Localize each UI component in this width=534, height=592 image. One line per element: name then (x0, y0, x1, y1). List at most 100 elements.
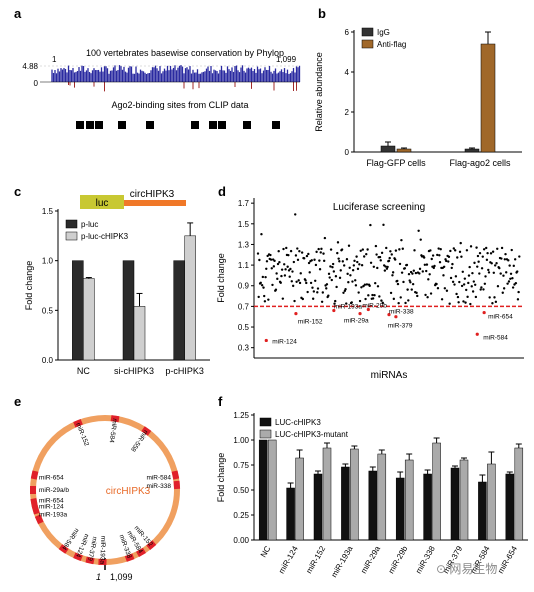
scatter-point (363, 283, 367, 286)
bar (72, 260, 84, 361)
binding-site-mark (30, 470, 39, 480)
scatter-point (390, 253, 393, 256)
scatter-point (319, 251, 322, 254)
binding-site-mark (58, 544, 69, 554)
bar (396, 148, 412, 153)
scatter-point (378, 255, 382, 259)
scatter-point (488, 296, 491, 299)
x-tick-label: Flag-GFP cells (366, 158, 426, 168)
scatter-point (270, 267, 273, 270)
scatter-point (338, 276, 342, 280)
scatter-point (414, 271, 418, 275)
scatter-point (467, 274, 471, 277)
scatter-point (347, 244, 351, 247)
scatter-point (452, 247, 456, 250)
highlighted-point-label: miR-584 (483, 334, 508, 341)
scatter-point (496, 284, 500, 288)
scatter-point (490, 262, 493, 265)
scatter-point (505, 271, 508, 274)
bar (395, 477, 405, 541)
scatter-point (296, 258, 300, 262)
scatter-point (453, 283, 456, 286)
highlighted-point (475, 332, 479, 336)
legend-swatch (65, 219, 78, 229)
bar (341, 466, 350, 541)
scatter-point (257, 295, 260, 299)
scatter-point (428, 273, 431, 276)
legend-label: p-luc (81, 220, 98, 229)
scatter-point (425, 263, 429, 266)
scatter-point (427, 278, 430, 281)
highlighted-point (387, 313, 391, 317)
scatter-point (415, 291, 418, 295)
binding-site-label: miR-193a (98, 536, 106, 565)
bar (368, 470, 378, 541)
bar (480, 43, 496, 153)
scatter-point (316, 287, 320, 290)
scatter-point (487, 271, 491, 274)
x-tick-label: NC (77, 366, 90, 376)
scatter-point (438, 254, 441, 257)
scatter-point (400, 271, 404, 274)
highlighted-point-label: miR-29a (344, 318, 369, 325)
scatter-point (412, 269, 416, 272)
binding-site-mark (141, 426, 152, 436)
scatter-point (323, 236, 327, 240)
scatter-point (282, 247, 285, 251)
scatter-point (445, 289, 449, 292)
scatter-point (369, 261, 373, 264)
scatter-point (470, 285, 473, 288)
scatter-point (511, 277, 514, 280)
conservation-track-title: 100 vertebrates basewise conservation by… (86, 48, 284, 58)
highlighted-point (332, 308, 336, 313)
scatter-point (376, 266, 379, 270)
scatter-point (469, 245, 473, 248)
y-tick-label: 1.7 (238, 199, 250, 208)
scatter-point (433, 264, 436, 268)
chart-c: luc circHIPK3 0.0 0.5 1.0 1.5 Fold change NC s… (24, 189, 210, 376)
scatter-point (360, 286, 363, 289)
scatter-point (354, 279, 357, 282)
scatter-point (329, 248, 333, 251)
scatter-point (456, 256, 459, 259)
highlighted-point-label: miR-29b (362, 302, 387, 309)
scatter-point (294, 213, 297, 216)
scatter-point (509, 277, 512, 280)
scatter-point (346, 272, 349, 276)
scatter-point (502, 287, 506, 290)
scatter-point (462, 300, 465, 303)
scatter-point (338, 260, 341, 263)
binding-site-label: miR-584 (108, 418, 118, 444)
bar (432, 442, 441, 541)
scatter-point (465, 288, 468, 292)
conservation-yzero-label: 0 (34, 79, 39, 88)
scatter-point (299, 272, 302, 275)
scatter-point (467, 281, 470, 285)
scatter-point (461, 270, 464, 273)
scatter-point (344, 288, 347, 291)
scatter-point (391, 271, 395, 274)
scatter-point (356, 260, 359, 264)
y-tick-label: 0.5 (238, 323, 250, 332)
scatter-point (403, 267, 407, 270)
y-tick-label: 0.25 (233, 511, 249, 520)
scatter-point (476, 254, 480, 258)
scatter-point (337, 257, 340, 260)
scatter-point (294, 254, 298, 257)
scatter-point (280, 268, 284, 271)
scatter-point (394, 249, 398, 252)
scatter-point (277, 249, 280, 253)
scatter-point (507, 280, 511, 283)
y-tick-label: 4 (345, 68, 350, 77)
y-axis-label: Fold change (216, 253, 226, 303)
scatter-point (495, 262, 498, 265)
scatter-point (272, 265, 276, 268)
scatter-point (336, 251, 339, 255)
scatter-point (406, 288, 409, 291)
legend-label: IgG (377, 28, 390, 37)
scatter-point (457, 301, 460, 304)
scatter-point (402, 280, 405, 284)
scatter-point (407, 299, 410, 302)
clip-binding-sites (76, 121, 280, 129)
bar (83, 278, 95, 361)
